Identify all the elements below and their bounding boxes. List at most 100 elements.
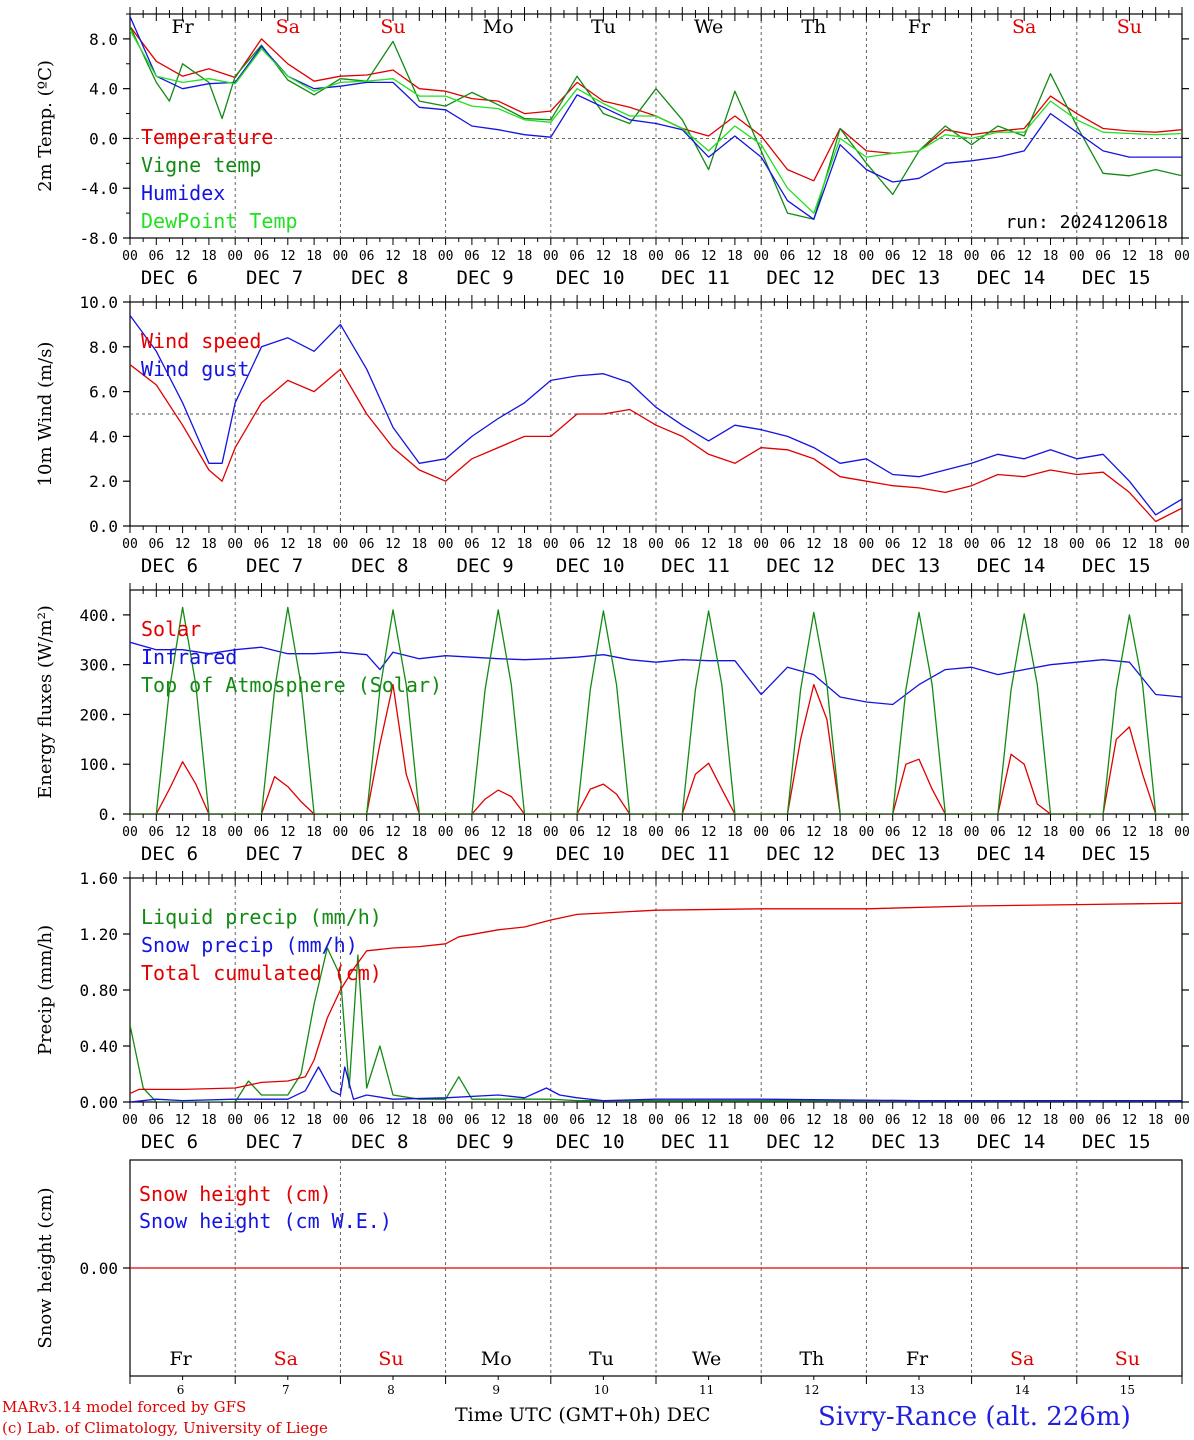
hour-label: 00 <box>543 537 559 552</box>
hour-label: 00 <box>753 249 769 264</box>
series-line-total-cumulated-cm- <box>130 902 1182 1095</box>
weekday-label: Fr <box>169 1348 192 1370</box>
y-tick-label: 0.00 <box>79 1093 118 1112</box>
y-tick-label: 0.00 <box>79 1259 118 1278</box>
series-line-temperature <box>130 26 1182 182</box>
hour-label: 00 <box>438 537 454 552</box>
date-label: DEC 15 <box>1082 843 1151 865</box>
hour-label: 12 <box>175 1113 191 1128</box>
day-number: 15 <box>1120 1383 1135 1397</box>
plot-frame <box>129 589 1183 815</box>
date-label: DEC 11 <box>661 1131 730 1153</box>
time-axis-label: Time UTC (GMT+0h) DEC <box>455 1404 711 1426</box>
legend-entry: Snow precip (mm/h) <box>141 933 358 957</box>
y-axis-label: Snow height (cm) <box>35 1187 56 1348</box>
y-tick-label: 100. <box>79 755 118 774</box>
hour-label: 18 <box>1148 825 1164 840</box>
hour-label: 12 <box>280 825 296 840</box>
hour-label: 12 <box>596 1113 612 1128</box>
hour-label: 06 <box>674 249 690 264</box>
panel-3: 400. 300. 200. 100. 0. Energy fluxes (W/m²) 00… <box>35 583 1190 865</box>
day-number: 7 <box>282 1383 290 1397</box>
hour-label: 18 <box>411 249 427 264</box>
hour-label: 06 <box>780 537 796 552</box>
hour-label: 12 <box>701 825 717 840</box>
weekday-label: We <box>694 16 723 38</box>
hour-label: 12 <box>596 537 612 552</box>
weekday-label: Su <box>378 1348 403 1370</box>
panel-5: 0.00 Snow height (cm) 6 Fr 7 Sa 8 Su 9 Mo 10 Tu 11 We… <box>35 1159 1189 1397</box>
panel-1: 8.04.00.0-4.0-8.02m Temp. (ºC)00 06 12 18DE… <box>35 7 1190 289</box>
legend-entry: Solar <box>141 617 201 641</box>
hour-label: 06 <box>780 249 796 264</box>
weekday-label: Mo <box>483 16 514 38</box>
hour-label: 18 <box>832 825 848 840</box>
hour-label: 18 <box>937 537 953 552</box>
weekday-label: We <box>692 1348 721 1370</box>
hour-label: 12 <box>596 825 612 840</box>
day-number: 13 <box>909 1383 924 1397</box>
date-label: DEC 7 <box>246 1131 303 1153</box>
hour-label: 18 <box>1043 1113 1059 1128</box>
hour-label: 12 <box>806 249 822 264</box>
y-axis-label: 2m Temp. (ºC) <box>35 60 56 192</box>
hour-label: 00 <box>648 1113 664 1128</box>
date-label: DEC 9 <box>456 843 513 865</box>
date-label: DEC 9 <box>456 1131 513 1153</box>
hour-label: 06 <box>569 1113 585 1128</box>
weekday-label: Su <box>1115 1348 1140 1370</box>
station-label: Sivry-Rance (alt. 226m) <box>818 1402 1131 1432</box>
y-tick-label: 300. <box>79 656 118 675</box>
footer-model-credit: MARv3.14 model forced by GFS <box>2 1398 247 1416</box>
hour-label: 00 <box>122 249 138 264</box>
hour-label: 12 <box>806 537 822 552</box>
hour-label: 18 <box>832 1113 848 1128</box>
hour-label: 00 <box>227 537 243 552</box>
hour-label: 18 <box>727 825 743 840</box>
hour-label: 12 <box>1016 1113 1032 1128</box>
hour-label: 12 <box>701 1113 717 1128</box>
hour-label: 06 <box>885 1113 901 1128</box>
series-line-dewpoint-temp <box>130 29 1182 214</box>
hour-label: 18 <box>517 1113 533 1128</box>
hour-label: 00 <box>753 825 769 840</box>
hour-label: 06 <box>254 249 270 264</box>
series-line-vigne-temp <box>130 26 1182 220</box>
hour-label: 12 <box>490 249 506 264</box>
series-line-solar <box>130 683 1182 814</box>
date-label: DEC 10 <box>556 267 625 289</box>
hour-label: 18 <box>201 1113 217 1128</box>
hour-label: 00 <box>964 249 980 264</box>
legend-entry: Vigne temp <box>141 153 261 177</box>
hour-label: 06 <box>674 537 690 552</box>
date-label: DEC 14 <box>977 1131 1046 1153</box>
date-label: DEC 8 <box>351 267 408 289</box>
hour-label: 18 <box>622 249 638 264</box>
hour-label: 18 <box>306 249 322 264</box>
legend-entry: Infrared <box>141 645 237 669</box>
hour-label: 12 <box>1122 825 1138 840</box>
hour-label: 18 <box>832 249 848 264</box>
hour-label: 18 <box>411 825 427 840</box>
date-label: DEC 8 <box>351 843 408 865</box>
hour-label: 18 <box>306 1113 322 1128</box>
legend-entry: Top of Atmosphere (Solar) <box>141 673 442 697</box>
hour-label: 12 <box>1122 1113 1138 1128</box>
hour-label: 00 <box>333 537 349 552</box>
y-tick-label: 4.0 <box>89 80 118 99</box>
series-line-humidex <box>130 16 1182 220</box>
hour-label: 18 <box>937 825 953 840</box>
hour-label: 06 <box>464 825 480 840</box>
y-tick-label: 0.80 <box>79 981 118 1000</box>
series-line-wind-gust <box>130 315 1182 516</box>
date-label: DEC 12 <box>766 843 835 865</box>
y-tick-label: 0. <box>99 805 118 824</box>
date-label: DEC 8 <box>351 555 408 577</box>
hour-label: 06 <box>254 1113 270 1128</box>
y-tick-label: 2.0 <box>89 472 118 491</box>
hour-label: 12 <box>1016 825 1032 840</box>
date-label: DEC 8 <box>351 1131 408 1153</box>
date-label: DEC 7 <box>246 843 303 865</box>
legend-entry: Snow height (cm W.E.) <box>139 1209 392 1233</box>
hour-label: 12 <box>806 1113 822 1128</box>
